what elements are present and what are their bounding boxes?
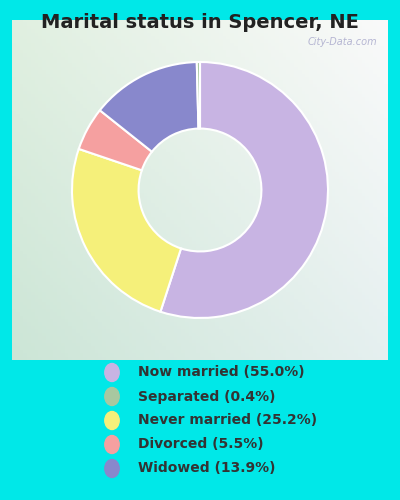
Text: Widowed (13.9%): Widowed (13.9%) xyxy=(138,462,276,475)
Text: Now married (55.0%): Now married (55.0%) xyxy=(138,366,305,380)
Text: City-Data.com: City-Data.com xyxy=(307,37,377,47)
Text: Marital status in Spencer, NE: Marital status in Spencer, NE xyxy=(41,12,359,32)
Wedge shape xyxy=(72,149,181,312)
Wedge shape xyxy=(160,62,328,318)
Wedge shape xyxy=(100,62,198,152)
Text: Never married (25.2%): Never married (25.2%) xyxy=(138,414,317,428)
Text: Separated (0.4%): Separated (0.4%) xyxy=(138,390,276,404)
Text: Divorced (5.5%): Divorced (5.5%) xyxy=(138,438,264,452)
Wedge shape xyxy=(197,62,200,128)
Wedge shape xyxy=(79,110,152,170)
